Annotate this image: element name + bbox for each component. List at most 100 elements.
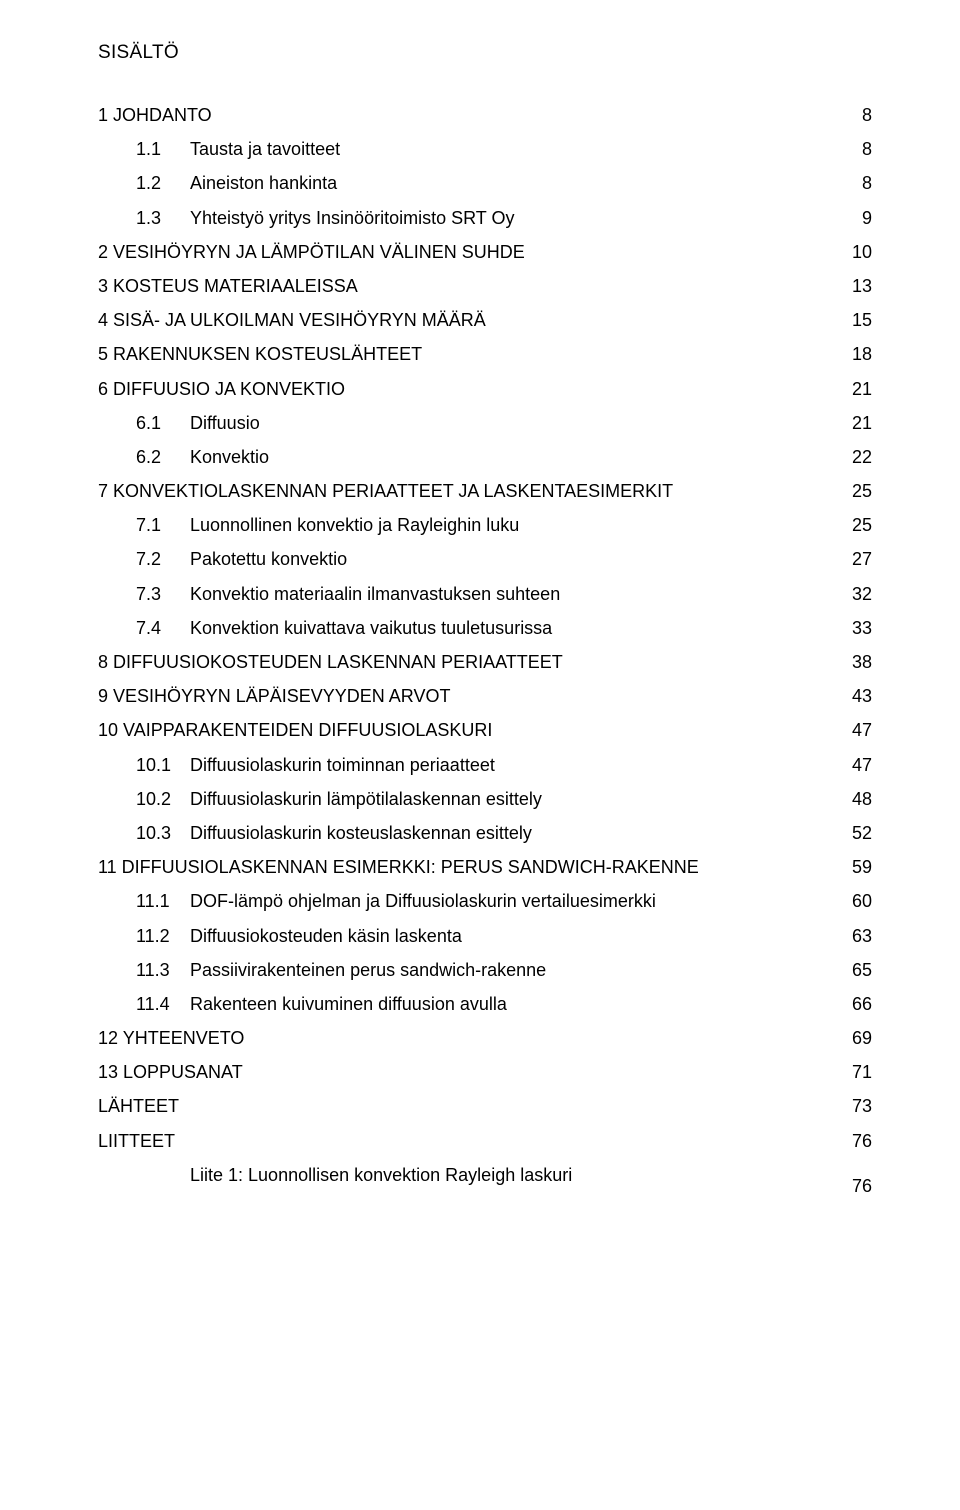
toc-number: 11.3: [136, 953, 190, 987]
toc-page-number: 52: [852, 816, 872, 850]
toc-label: Liite 1: Luonnollisen konvektion Rayleig…: [136, 1158, 572, 1192]
toc-page-number: 21: [852, 406, 872, 440]
toc-page-number: 8: [862, 166, 872, 200]
toc-title: Diffuusiolaskurin toiminnan periaatteet: [190, 748, 495, 782]
toc-label: 11.2Diffuusiokosteuden käsin laskenta: [136, 919, 462, 953]
toc-label: 4 SISÄ- JA ULKOILMAN VESIHÖYRYN MÄÄRÄ: [98, 303, 486, 337]
toc-row: 7.3Konvektio materiaalin ilmanvastuksen …: [98, 577, 872, 611]
toc-page-number: 73: [852, 1089, 872, 1123]
toc-title: Pakotettu konvektio: [190, 542, 347, 576]
toc-row: 2 VESIHÖYRYN JA LÄMPÖTILAN VÄLINEN SUHDE…: [98, 235, 872, 269]
toc-label: 2 VESIHÖYRYN JA LÄMPÖTILAN VÄLINEN SUHDE: [98, 235, 525, 269]
toc-row: 10.1Diffuusiolaskurin toiminnan periaatt…: [98, 748, 872, 782]
toc-page-number: 9: [862, 201, 872, 235]
toc-label: 1.2Aineiston hankinta: [136, 166, 337, 200]
toc-title: DOF-lämpö ohjelman ja Diffuusiolaskurin …: [190, 884, 656, 918]
toc-label: 6.1Diffuusio: [136, 406, 260, 440]
toc-page-number: 21: [852, 372, 872, 406]
toc-row: 4 SISÄ- JA ULKOILMAN VESIHÖYRYN MÄÄRÄ 15: [98, 303, 872, 337]
toc-number: 10.1: [136, 748, 190, 782]
toc-number: 1.3: [136, 201, 190, 235]
toc-number: 7.1: [136, 508, 190, 542]
toc-page-number: 76: [852, 1124, 872, 1158]
toc-label: 7.3Konvektio materiaalin ilmanvastuksen …: [136, 577, 560, 611]
toc-row: Liite 1: Luonnollisen konvektion Rayleig…: [98, 1158, 872, 1203]
toc-title: Konvektio: [190, 440, 269, 474]
toc-row: LÄHTEET 73: [98, 1089, 872, 1123]
toc-label: 11 DIFFUUSIOLASKENNAN ESIMERKKI: PERUS S…: [98, 850, 699, 884]
toc-label: 5 RAKENNUKSEN KOSTEUSLÄHTEET: [98, 337, 422, 371]
toc-label: 3 KOSTEUS MATERIAALEISSA: [98, 269, 358, 303]
toc-page-number: 25: [852, 508, 872, 542]
toc-page-number: 27: [852, 542, 872, 576]
toc-page-number: 59: [852, 850, 872, 884]
toc-page-number: 65: [852, 953, 872, 987]
toc-label: 9 VESIHÖYRYN LÄPÄISEVYYDEN ARVOT: [98, 679, 450, 713]
toc-page-number: 38: [852, 645, 872, 679]
toc-row: 6.1Diffuusio 21: [98, 406, 872, 440]
toc-number: 7.2: [136, 542, 190, 576]
toc-row: 1.1Tausta ja tavoitteet8: [98, 132, 872, 166]
toc-label: 8 DIFFUUSIOKOSTEUDEN LASKENNAN PERIAATTE…: [98, 645, 563, 679]
toc-label: 7 KONVEKTIOLASKENNAN PERIAATTEET JA LASK…: [98, 474, 673, 508]
toc-label: 11.4Rakenteen kuivuminen diffuusion avul…: [136, 987, 507, 1021]
toc-label: 1.1Tausta ja tavoitteet: [136, 132, 340, 166]
toc-page-number: 33: [852, 611, 872, 645]
toc-row: 1.3Yhteistyö yritys Insinööritoimisto SR…: [98, 201, 872, 235]
toc-title: Diffuusiokosteuden käsin laskenta: [190, 919, 462, 953]
toc-label: 6 DIFFUUSIO JA KONVEKTIO: [98, 372, 345, 406]
toc-page-number: 43: [852, 679, 872, 713]
toc-row: 10.3Diffuusiolaskurin kosteuslaskennan e…: [98, 816, 872, 850]
toc-row: 6.2Konvektio22: [98, 440, 872, 474]
toc-container: 1 JOHDANTO 81.1Tausta ja tavoitteet81.2Ai…: [98, 98, 872, 1203]
toc-number: 11.2: [136, 919, 190, 953]
toc-row: 7.4Konvektion kuivattava vaikutus tuulet…: [98, 611, 872, 645]
toc-title: Konvektion kuivattava vaikutus tuuletusu…: [190, 611, 552, 645]
toc-row: LIITTEET76: [98, 1124, 872, 1158]
toc-row: 11.3Passiivirakenteinen perus sandwich-r…: [98, 953, 872, 987]
toc-number: 11.4: [136, 987, 190, 1021]
toc-label: 13 LOPPUSANAT: [98, 1055, 243, 1089]
toc-label: 12 YHTEENVETO: [98, 1021, 244, 1055]
toc-label: 1 JOHDANTO: [98, 98, 212, 132]
toc-label: 1.3Yhteistyö yritys Insinööritoimisto SR…: [136, 201, 514, 235]
toc-number: 1.2: [136, 166, 190, 200]
toc-label: LÄHTEET: [98, 1089, 179, 1123]
toc-row: 11.1DOF-lämpö ohjelman ja Diffuusiolasku…: [98, 884, 872, 918]
toc-label: 10.1Diffuusiolaskurin toiminnan periaatt…: [136, 748, 495, 782]
toc-row: 5 RAKENNUKSEN KOSTEUSLÄHTEET 18: [98, 337, 872, 371]
toc-label: 10.2Diffuusiolaskurin lämpötilalaskennan…: [136, 782, 542, 816]
toc-page-number: 66: [852, 987, 872, 1021]
toc-label: 10 VAIPPARAKENTEIDEN DIFFUUSIOLASKURI: [98, 713, 492, 747]
toc-page-number: 47: [852, 748, 872, 782]
toc-row: 3 KOSTEUS MATERIAALEISSA13: [98, 269, 872, 303]
toc-row: 6 DIFFUUSIO JA KONVEKTIO 21: [98, 372, 872, 406]
toc-page-number: 47: [852, 713, 872, 747]
toc-page-number: 32: [852, 577, 872, 611]
toc-title: Yhteistyö yritys Insinööritoimisto SRT O…: [190, 201, 514, 235]
toc-label: 11.1DOF-lämpö ohjelman ja Diffuusiolasku…: [136, 884, 656, 918]
toc-row: 7 KONVEKTIOLASKENNAN PERIAATTEET JA LASK…: [98, 474, 872, 508]
toc-title: Diffuusiolaskurin lämpötilalaskennan esi…: [190, 782, 542, 816]
toc-title: Luonnollinen konvektio ja Rayleighin luk…: [190, 508, 519, 542]
toc-page-number: 15: [852, 303, 872, 337]
toc-number: 7.4: [136, 611, 190, 645]
toc-title: Konvektio materiaalin ilmanvastuksen suh…: [190, 577, 560, 611]
toc-row: 9 VESIHÖYRYN LÄPÄISEVYYDEN ARVOT 43: [98, 679, 872, 713]
toc-page-number: 60: [852, 884, 872, 918]
toc-title: Diffuusio: [190, 406, 260, 440]
toc-row: 12 YHTEENVETO 69: [98, 1021, 872, 1055]
toc-row: 7.2Pakotettu konvektio 27: [98, 542, 872, 576]
toc-page-number: 69: [852, 1021, 872, 1055]
toc-page-number: 25: [852, 474, 872, 508]
toc-number: 10.3: [136, 816, 190, 850]
toc-row: 10 VAIPPARAKENTEIDEN DIFFUUSIOLASKURI 47: [98, 713, 872, 747]
toc-page-number: 76: [852, 1169, 872, 1203]
toc-label: 11.3Passiivirakenteinen perus sandwich-r…: [136, 953, 546, 987]
toc-number: 6.1: [136, 406, 190, 440]
toc-page-number: 18: [852, 337, 872, 371]
toc-heading: SISÄLTÖ: [98, 42, 872, 64]
toc-row: 11.2Diffuusiokosteuden käsin laskenta63: [98, 919, 872, 953]
toc-row: 11.4Rakenteen kuivuminen diffuusion avul…: [98, 987, 872, 1021]
toc-number: 7.3: [136, 577, 190, 611]
